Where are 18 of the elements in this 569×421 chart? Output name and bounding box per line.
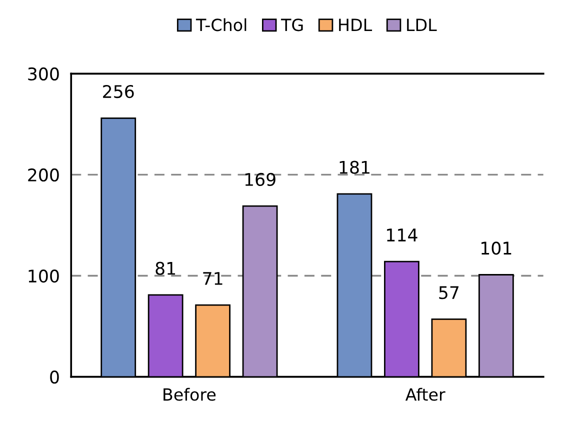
data-label: 256 <box>103 84 134 98</box>
data-label: 181 <box>340 160 370 174</box>
y-tick-label: 100 <box>28 269 59 283</box>
x-tick-label: After <box>405 388 446 401</box>
y-tick-label: 200 <box>28 168 59 182</box>
y-tick-label: 300 <box>28 67 59 81</box>
legend-label: HDL <box>339 18 372 31</box>
data-label: 169 <box>245 172 276 186</box>
data-label: 114 <box>387 228 418 242</box>
data-label: 71 <box>203 272 222 285</box>
y-tick-label: 0 <box>50 370 59 384</box>
data-label: 57 <box>439 286 459 300</box>
data-label: 81 <box>156 262 176 275</box>
legend-label: T-Chol <box>196 18 246 32</box>
legend-label: TG <box>280 18 303 32</box>
legend-label: LDL <box>407 18 437 31</box>
x-tick-label: Before <box>164 388 216 401</box>
data-label: 101 <box>482 242 512 255</box>
